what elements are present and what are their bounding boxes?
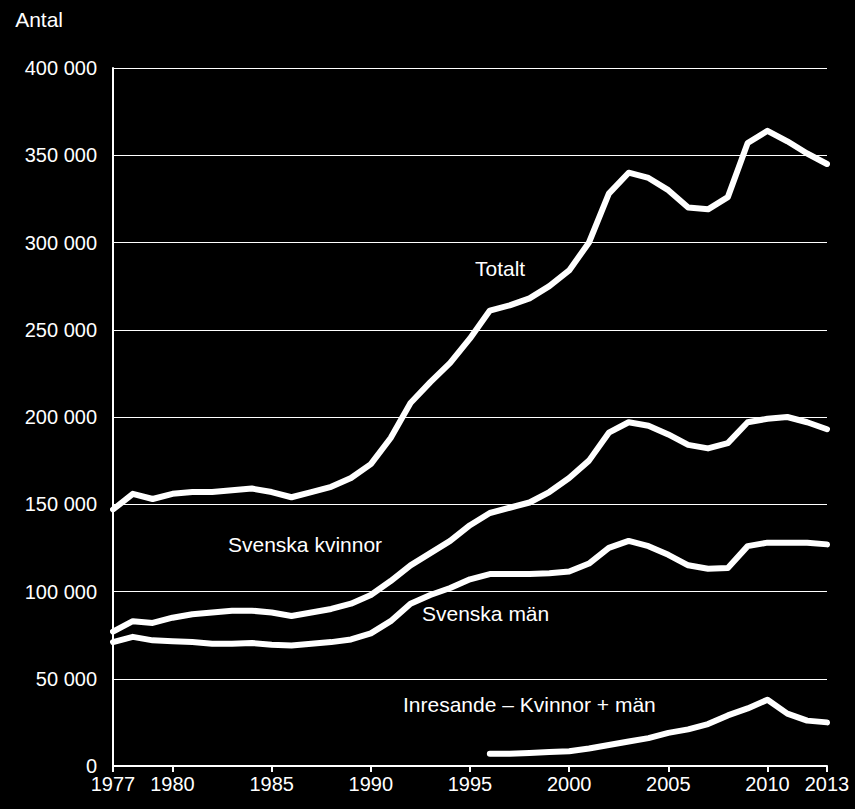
svg-text:Antal: Antal <box>15 8 63 31</box>
svg-text:2005: 2005 <box>646 773 691 795</box>
svg-text:Totalt: Totalt <box>475 257 525 280</box>
svg-text:Svenska kvinnor: Svenska kvinnor <box>228 533 382 556</box>
svg-text:2013: 2013 <box>805 773 850 795</box>
svg-text:400 000: 400 000 <box>25 57 97 79</box>
svg-text:1995: 1995 <box>448 773 493 795</box>
svg-text:1990: 1990 <box>349 773 394 795</box>
svg-text:2000: 2000 <box>547 773 592 795</box>
svg-text:250 000: 250 000 <box>25 319 97 341</box>
svg-text:2010: 2010 <box>745 773 790 795</box>
svg-text:1977: 1977 <box>91 773 136 795</box>
svg-text:350 000: 350 000 <box>25 144 97 166</box>
svg-text:1980: 1980 <box>150 773 195 795</box>
svg-text:Inresande – Kvinnor + män: Inresande – Kvinnor + män <box>403 693 656 716</box>
svg-text:50 000: 50 000 <box>36 668 97 690</box>
svg-text:100 000: 100 000 <box>25 581 97 603</box>
svg-text:300 000: 300 000 <box>25 232 97 254</box>
svg-text:Svenska män: Svenska män <box>422 602 549 625</box>
svg-text:1985: 1985 <box>249 773 294 795</box>
svg-text:0: 0 <box>85 755 97 777</box>
svg-text:150 000: 150 000 <box>25 493 97 515</box>
svg-text:200 000: 200 000 <box>25 406 97 428</box>
